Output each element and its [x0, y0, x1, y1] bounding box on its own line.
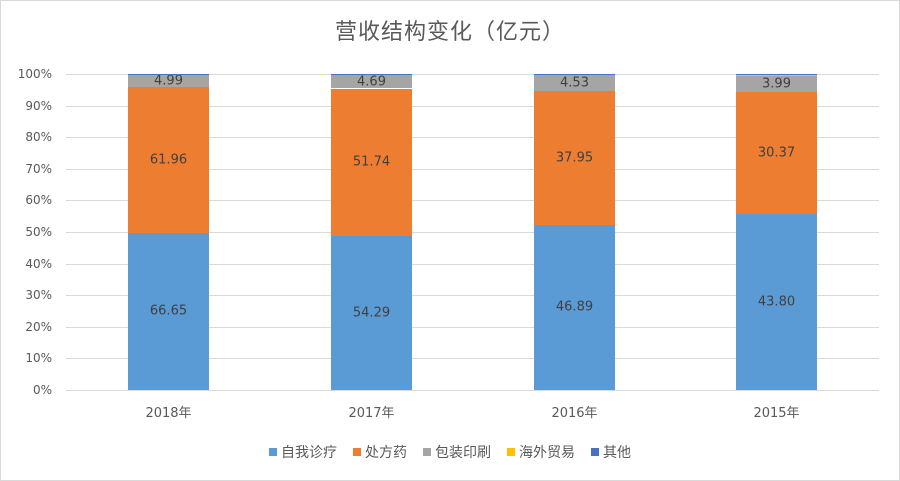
legend-swatch-icon: [353, 448, 361, 456]
gridline: [66, 74, 879, 75]
y-tick-label: 0%: [32, 383, 52, 397]
legend-swatch-icon: [269, 448, 277, 456]
gridline: [66, 137, 879, 139]
data-label: 66.65: [149, 303, 188, 319]
y-tick-label: 50%: [25, 225, 52, 239]
y-tick-label: 60%: [25, 193, 52, 208]
legend: 自我诊疗 处方药 包装印刷 海外贸易 其他: [0, 442, 900, 462]
legend-label: 自我诊疗: [281, 445, 337, 461]
bar-segment: [534, 74, 615, 76]
data-label: 51.74: [352, 154, 391, 170]
bar-segment: [736, 92, 817, 215]
gridline: [66, 295, 879, 297]
legend-item: 其他: [591, 442, 631, 462]
legend-item: 处方药: [353, 442, 407, 462]
y-tick-label: 20%: [25, 319, 52, 334]
legend-label: 包装印刷: [435, 445, 491, 461]
bar-segment: [128, 74, 209, 75]
bar-segment: [331, 235, 412, 390]
data-label: 4.99: [154, 73, 183, 89]
data-label: 54.29: [352, 305, 391, 321]
legend-item: 包装印刷: [423, 442, 491, 462]
data-label: 43.80: [757, 294, 796, 310]
bar-2018年: 66.65 61.96 4.99: [128, 73, 209, 390]
gridline: [66, 200, 879, 202]
bar-2016年: 46.89 37.95 4.53: [534, 74, 615, 390]
data-label: 4.53: [560, 75, 589, 91]
data-label: 3.99: [762, 76, 791, 92]
bar-segment: [128, 74, 209, 87]
y-tick-label: 100%: [17, 67, 52, 81]
bar-segment: [534, 75, 615, 92]
bar-segment: [736, 76, 817, 93]
y-tick-label: 30%: [25, 288, 52, 303]
bar-2017年: 54.29 51.74 4.69: [331, 74, 412, 390]
bar-segment: [128, 86, 209, 233]
y-tick-label: 10%: [25, 351, 52, 366]
bar-segment: [331, 74, 412, 76]
data-label: 61.96: [149, 152, 188, 168]
data-label: 4.69: [357, 74, 386, 90]
data-label: 30.37: [757, 145, 796, 161]
legend-swatch-icon: [507, 448, 515, 456]
bar-segment: [736, 74, 817, 76]
bar-segment: [534, 91, 615, 225]
gridline: [66, 168, 879, 170]
data-label: 46.89: [555, 299, 594, 315]
legend-label: 处方药: [365, 445, 407, 461]
legend-item: 自我诊疗: [269, 442, 337, 462]
bar-segment: [331, 75, 412, 89]
x-tick-label: 2015年: [753, 406, 800, 421]
data-label: 37.95: [555, 150, 594, 166]
legend-swatch-icon: [423, 448, 431, 456]
gridline: [66, 105, 879, 107]
legend-label: 其他: [603, 445, 631, 461]
x-tick-label: 2018年: [145, 406, 192, 421]
bar-2015年: 43.80 30.37 3.99: [736, 74, 817, 390]
x-tick-label: 2017年: [348, 406, 395, 421]
bar-segment: [736, 214, 817, 390]
y-tick-label: 90%: [25, 98, 52, 113]
x-tick-label: 2016年: [551, 406, 598, 421]
legend-swatch-icon: [591, 448, 599, 456]
gridline: [66, 263, 879, 265]
gridline: [66, 232, 879, 233]
plot-area: 66.65 61.96 4.99 54.29 51.74 4.69 46.89 37.95 4.…: [66, 73, 879, 391]
y-tick-label: 80%: [25, 130, 52, 145]
gridline: [66, 390, 879, 391]
bar-segment: [128, 232, 209, 390]
bar-segment: [534, 224, 615, 390]
gridline: [66, 326, 879, 328]
y-tick-label: 40%: [25, 256, 52, 271]
chart-title: 营收结构变化（亿元）: [334, 20, 565, 45]
y-tick-label: 70%: [25, 161, 52, 176]
legend-item: 海外贸易: [507, 442, 575, 462]
legend-label: 海外贸易: [519, 445, 575, 461]
gridline: [66, 358, 879, 360]
bar-segment: [331, 88, 412, 236]
bar-segment: [736, 75, 817, 77]
